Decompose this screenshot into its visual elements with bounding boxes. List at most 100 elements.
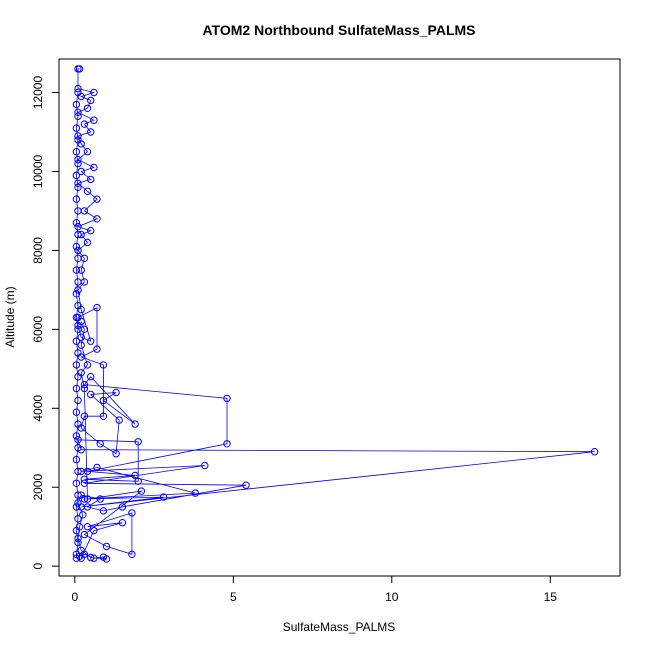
data-point <box>87 96 95 105</box>
data-point <box>90 116 98 124</box>
data-point <box>80 530 89 539</box>
data-point <box>83 361 92 369</box>
data-point <box>74 515 82 523</box>
data-point <box>72 432 81 440</box>
data-point <box>72 100 81 109</box>
data-point <box>74 491 82 499</box>
data-point <box>80 384 89 393</box>
data-point <box>590 448 599 456</box>
data-point <box>74 467 82 476</box>
data-point <box>134 477 142 485</box>
data-point <box>72 219 81 227</box>
y-axis: 0 2000 4000 6000 8000 10000 12000 <box>31 76 60 569</box>
data-point <box>134 438 142 446</box>
data-point <box>80 325 89 333</box>
data-point <box>99 396 108 405</box>
data-point <box>72 384 81 393</box>
data-point <box>74 246 82 255</box>
data-point <box>72 266 81 274</box>
data-point <box>87 128 95 136</box>
data-point <box>83 148 92 156</box>
data-point <box>74 183 82 192</box>
data-point <box>74 444 82 452</box>
data-point <box>74 286 82 294</box>
data-point <box>131 471 139 480</box>
data-point <box>96 495 104 503</box>
data-point <box>72 124 81 132</box>
data-point <box>83 495 92 503</box>
x-tick-label: 5 <box>230 590 237 604</box>
series-line <box>80 321 143 559</box>
data-point <box>72 526 81 535</box>
y-tick-label: 0 <box>31 562 45 569</box>
data-point <box>93 195 101 203</box>
data-point <box>79 511 87 519</box>
data-point <box>115 416 123 424</box>
data-point <box>223 394 231 403</box>
data-point <box>191 489 200 497</box>
data-point <box>72 455 81 464</box>
data-point <box>74 112 82 120</box>
data-point <box>102 555 111 563</box>
data-point <box>99 361 108 369</box>
y-tick-label: 4000 <box>31 395 45 422</box>
x-tick-label: 15 <box>544 590 558 604</box>
data-point <box>74 136 82 144</box>
y-tick-label: 6000 <box>31 316 45 343</box>
data-point <box>72 148 81 156</box>
data-point <box>72 503 81 511</box>
data-point <box>87 553 95 562</box>
data-point <box>74 396 82 405</box>
x-axis-label: SulfateMass_PALMS <box>283 620 396 634</box>
data-point <box>93 345 101 353</box>
data-point <box>80 412 89 420</box>
y-axis-label: Altitude (m) <box>3 286 17 347</box>
data-point <box>74 84 82 93</box>
data-point <box>74 436 82 444</box>
data-point <box>74 159 82 168</box>
data-point <box>90 554 98 562</box>
data-point <box>77 266 85 274</box>
y-tick-label: 12000 <box>31 76 45 110</box>
data-point <box>77 333 85 341</box>
data-point <box>74 278 82 286</box>
plot-area <box>72 65 599 563</box>
data-point <box>77 341 85 349</box>
data-point <box>74 88 82 97</box>
data-point <box>72 242 81 251</box>
data-point <box>74 230 82 239</box>
data-point <box>96 440 104 448</box>
data-point <box>74 254 82 262</box>
data-point <box>99 412 108 420</box>
data-point <box>93 303 101 312</box>
data-point <box>72 290 81 298</box>
data-series <box>72 88 82 558</box>
x-axis: 0 5 10 15 <box>72 575 558 604</box>
data-point <box>74 538 82 547</box>
data-point <box>90 163 98 172</box>
data-point <box>90 526 98 535</box>
data-point <box>83 104 92 113</box>
data-point <box>137 487 146 495</box>
y-tick-label: 10000 <box>31 154 45 188</box>
data-point <box>72 195 81 203</box>
data-point <box>72 479 81 487</box>
data-point <box>72 550 81 558</box>
data-point <box>118 519 127 527</box>
data-point <box>72 408 81 416</box>
data-point <box>93 215 101 223</box>
data-point <box>77 167 85 176</box>
data-point <box>118 503 127 511</box>
data-point <box>90 88 98 97</box>
data-point <box>83 238 92 247</box>
data-point <box>77 317 85 326</box>
data-point <box>74 349 82 357</box>
data-point <box>74 302 82 310</box>
data-point <box>74 223 82 231</box>
data-point <box>87 373 95 381</box>
data-point <box>80 479 89 487</box>
series-line <box>75 92 79 555</box>
data-point <box>83 523 92 531</box>
